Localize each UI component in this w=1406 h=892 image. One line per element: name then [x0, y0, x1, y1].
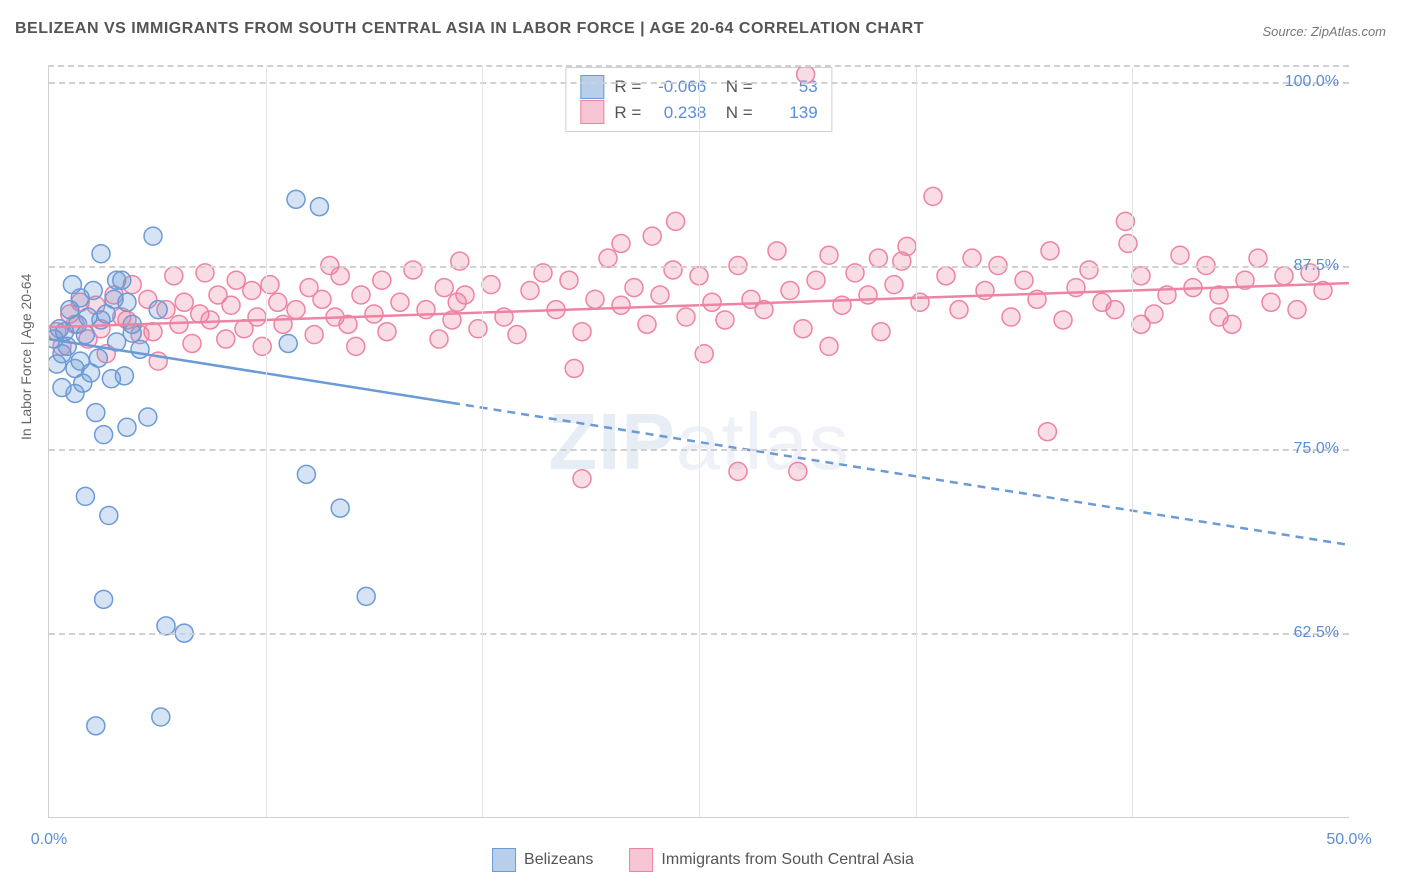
gridline-v — [482, 67, 483, 817]
y-tick-label: 62.5% — [1294, 624, 1339, 642]
x-tick-label: 50.0% — [1326, 831, 1371, 849]
bottom-legend: Belizeans Immigrants from South Central … — [492, 848, 914, 872]
plot-area: ZIPatlas R = -0.066 N = 53 R = 0.238 N =… — [48, 65, 1349, 818]
y-tick-label: 87.5% — [1294, 257, 1339, 275]
y-axis-label: In Labor Force | Age 20-64 — [18, 274, 34, 440]
y-tick-label: 100.0% — [1285, 73, 1339, 91]
y-tick-label: 75.0% — [1294, 440, 1339, 458]
gridline-v — [266, 67, 267, 817]
x-tick-label: 0.0% — [31, 831, 67, 849]
chart-title: BELIZEAN VS IMMIGRANTS FROM SOUTH CENTRA… — [15, 20, 924, 38]
legend-item-sca: Immigrants from South Central Asia — [629, 848, 914, 872]
legend-item-belizean: Belizeans — [492, 848, 593, 872]
gridline-v — [1132, 67, 1133, 817]
legend-swatch-belizean — [492, 848, 516, 872]
source-attribution: Source: ZipAtlas.com — [1262, 24, 1386, 39]
gridline-v — [699, 67, 700, 817]
gridline-v — [916, 67, 917, 817]
chart-container: BELIZEAN VS IMMIGRANTS FROM SOUTH CENTRA… — [0, 0, 1406, 892]
legend-swatch-sca — [629, 848, 653, 872]
